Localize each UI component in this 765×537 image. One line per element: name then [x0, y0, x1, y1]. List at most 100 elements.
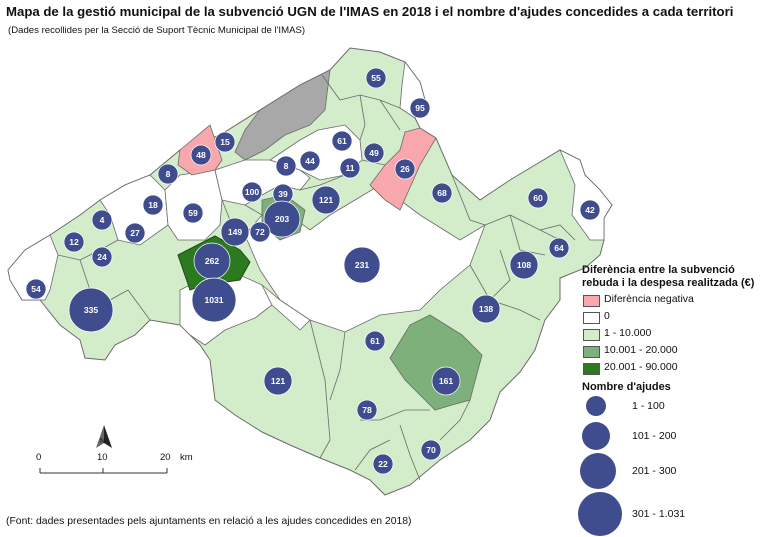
municipality-no-data: [234, 69, 331, 161]
aid-bubble-label: 22: [378, 459, 388, 469]
aid-bubble-label: 26: [400, 164, 410, 174]
aid-bubble-label: 61: [370, 336, 380, 346]
aid-bubble-label: 8: [284, 161, 289, 171]
legend-swatch-zero: [583, 312, 600, 324]
legend-swatch-light: [583, 329, 600, 341]
aid-bubble: [394, 158, 416, 180]
aid-bubble-label: 70: [426, 445, 436, 455]
aid-bubble-label: 161: [439, 376, 454, 386]
legend-label-medium: 10.001 - 20.000: [604, 344, 678, 356]
aid-bubble: [124, 222, 146, 244]
legend-aids-label-3: 201 - 300: [632, 465, 677, 477]
aid-bubble: [263, 200, 301, 238]
legend-aids-label-1: 1 - 100: [632, 400, 665, 412]
aid-bubble: [157, 163, 179, 185]
aid-bubble: [214, 131, 236, 153]
legend-label-light: 1 - 10.000: [604, 327, 652, 339]
aid-bubble-label: 108: [517, 260, 532, 270]
aid-bubble-label: 335: [84, 305, 99, 315]
legend-swatch-negative: [583, 295, 600, 307]
aid-bubble: [190, 144, 212, 166]
legend-difference-title-line2: rebuda i la despesa realitzada (€): [582, 277, 755, 289]
aid-bubble-label: 60: [533, 193, 543, 203]
aid-bubble: [363, 142, 385, 164]
aid-bubble: [220, 217, 250, 247]
aid-bubble-label: 8: [166, 169, 171, 179]
aid-bubble: [356, 399, 378, 421]
aid-bubble-label: 100: [245, 187, 260, 197]
legend-difference-title: Diferència entre la subvenció rebuda i l…: [582, 264, 754, 290]
aid-bubble-label: 68: [437, 188, 447, 198]
aid-bubble-label: 4: [100, 215, 105, 225]
aid-bubble-label: 48: [196, 150, 206, 160]
aid-bubble: [142, 194, 164, 216]
legend-aids-title: Nombre d'ajudes: [582, 381, 671, 393]
aid-bubble-label: 231: [355, 260, 370, 270]
map-title: Mapa de la gestió municipal de la subven…: [6, 4, 734, 19]
legend-bubble: [586, 396, 606, 416]
scale-unit: km: [180, 452, 193, 463]
aid-bubble: [471, 294, 501, 324]
aid-bubble-label: 49: [369, 148, 379, 158]
aid-bubble: [249, 221, 271, 243]
aid-bubble: [364, 330, 386, 352]
aid-bubble-label: 15: [220, 137, 230, 147]
aid-bubble-label: 95: [415, 103, 425, 113]
legend-difference-title-line1: Diferència entre la subvenció: [582, 264, 735, 276]
aid-bubble: [343, 246, 381, 284]
source-note: (Font: dades presentades pels ajuntament…: [6, 516, 412, 527]
legend-label-zero: 0: [604, 310, 610, 322]
aid-bubble: [365, 67, 387, 89]
aid-bubble-label: 44: [305, 156, 315, 166]
legend-aids-label-2: 101 - 200: [632, 430, 677, 442]
aid-bubble: [68, 287, 114, 333]
aid-bubble: [241, 181, 263, 203]
aid-bubble-label: 1031: [204, 295, 223, 305]
scale-bar: [39, 468, 168, 474]
scale-label-20: 20: [160, 452, 171, 463]
aid-bubble: [182, 202, 204, 224]
aid-bubble: [420, 439, 442, 461]
aid-bubble: [579, 199, 601, 221]
north-arrow-icon: [96, 425, 112, 448]
aid-bubble: [25, 278, 47, 300]
aid-bubble: [548, 237, 570, 259]
aid-bubble: [311, 185, 341, 215]
aid-bubble-label: 121: [319, 195, 334, 205]
aid-bubble-label: 59: [188, 208, 198, 218]
aid-bubble-label: 18: [148, 200, 158, 210]
aid-bubble: [431, 182, 453, 204]
aid-bubble-label: 149: [228, 227, 243, 237]
aid-bubble: [191, 277, 237, 323]
map-subtitle: (Dades recollides per la Secció de Supor…: [8, 25, 306, 36]
aid-bubble-label: 24: [97, 252, 107, 262]
aid-bubble-label: 61: [337, 136, 347, 146]
municipality-zero: [261, 284, 311, 331]
legend-aids-label-4: 301 - 1.031: [632, 508, 686, 520]
aid-bubble: [299, 150, 321, 172]
legend-bubble: [578, 492, 622, 536]
aid-bubble: [527, 187, 549, 209]
scale-label-0: 0: [36, 452, 42, 463]
aid-bubble-label: 78: [362, 405, 372, 415]
legend-label-dark: 20.001 - 90.000: [604, 361, 678, 373]
municipality-borders: [57, 74, 576, 481]
municipality-zero: [7, 234, 59, 301]
legend-bubble-symbols: [578, 396, 622, 536]
aid-bubble: [339, 157, 361, 179]
scale-label-10: 10: [97, 452, 108, 463]
aid-bubble-label: 121: [271, 376, 286, 386]
aid-bubble-label: 203: [275, 214, 290, 224]
aid-bubble-label: 55: [371, 73, 381, 83]
aid-bubble-label: 54: [31, 284, 41, 294]
legend-bubble: [580, 453, 616, 489]
aid-bubble: [409, 97, 431, 119]
aid-bubble: [275, 155, 297, 177]
aid-bubble-label: 262: [205, 256, 220, 266]
aid-bubble-label: 39: [278, 189, 288, 199]
aid-bubble-label: 11: [345, 163, 354, 173]
aid-bubble: [63, 231, 85, 253]
municipality-zero: [559, 149, 613, 241]
